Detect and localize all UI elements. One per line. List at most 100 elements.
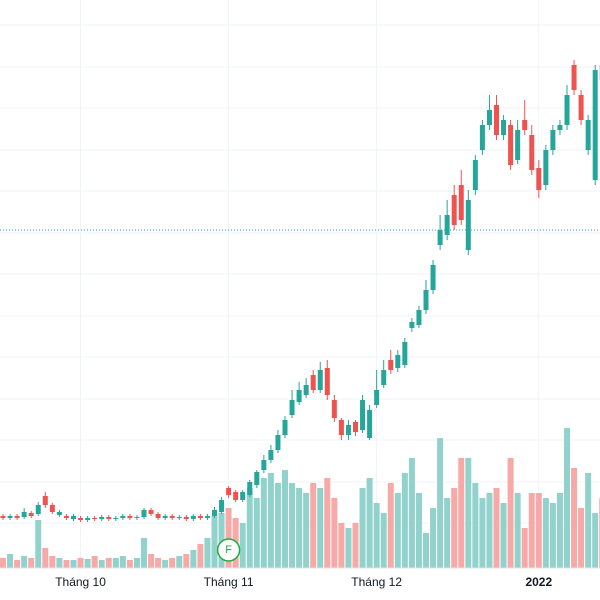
volume-bar: [169, 558, 176, 568]
volume-bar: [70, 560, 77, 568]
volume-bar: [190, 550, 197, 568]
candle-body: [14, 516, 20, 518]
candle-body: [592, 70, 598, 180]
candle-body: [374, 390, 380, 405]
candle-body: [472, 160, 478, 190]
candle-body: [416, 310, 422, 325]
volume-bar: [211, 516, 218, 568]
volume-bar: [260, 478, 267, 568]
candle-body: [353, 422, 358, 432]
candle-body: [28, 513, 34, 516]
candle-body: [550, 130, 556, 150]
volume-bar: [126, 560, 133, 568]
candle-body: [247, 482, 253, 495]
candle-body: [63, 516, 69, 518]
candle-body: [7, 516, 13, 518]
candle-body: [197, 516, 203, 518]
candle-body: [388, 360, 394, 370]
volume-bar: [394, 493, 401, 568]
volume-bar: [183, 554, 190, 568]
candle-body: [479, 125, 485, 150]
candle-body: [42, 496, 48, 505]
volume-bar: [148, 554, 155, 568]
volume-bar: [162, 560, 169, 568]
volume-bar: [105, 558, 112, 568]
volume-bar: [578, 508, 585, 568]
volume-bar: [14, 560, 21, 568]
volume-bar: [507, 458, 514, 568]
volume-bar: [204, 538, 211, 568]
volume-bar: [253, 498, 260, 568]
volume-bar: [317, 488, 324, 568]
candle-body: [451, 195, 457, 225]
candle-body: [78, 518, 84, 520]
candle-body: [571, 65, 577, 90]
candle-body: [324, 368, 330, 395]
candle-body: [21, 512, 27, 517]
volume-bar: [84, 559, 91, 568]
volume-bar: [225, 508, 232, 568]
candle-body: [338, 420, 344, 435]
candle-body: [226, 488, 232, 495]
candle-body: [162, 516, 168, 518]
candle-body: [134, 517, 140, 518]
candle-body: [360, 400, 366, 430]
candle-body: [99, 517, 105, 519]
x-tick-label: Tháng 11: [204, 575, 254, 589]
volume-bar: [528, 493, 535, 568]
volume-bar: [521, 528, 528, 568]
volume-bar: [366, 478, 373, 568]
volume-bar: [514, 493, 521, 568]
volume-bar: [239, 523, 246, 568]
candle-body: [501, 120, 507, 135]
volume-bar: [359, 488, 366, 568]
volume-bar: [451, 488, 458, 568]
volume-bar: [21, 556, 28, 568]
volume-bar: [119, 556, 126, 568]
volume-bar: [493, 488, 500, 568]
candle-body: [212, 510, 217, 516]
candle-body: [557, 125, 563, 130]
candle-body: [409, 322, 415, 328]
volume-bar: [444, 498, 451, 568]
candle-body: [190, 516, 196, 519]
candle-body: [402, 342, 408, 365]
candle-body: [494, 105, 499, 135]
event-marker: [216, 538, 241, 562]
volume-bar: [387, 483, 394, 568]
volume-bar: [564, 428, 570, 568]
x-tick-label: Tháng 12: [351, 575, 402, 589]
candle-body: [564, 95, 570, 125]
volume-bar: [437, 438, 444, 568]
volume-bar: [133, 558, 140, 568]
volume-bar: [155, 558, 162, 568]
volume-bar: [274, 483, 281, 568]
volume-bar: [472, 483, 479, 568]
candle-body: [430, 265, 436, 290]
candle-body: [522, 120, 528, 130]
candle-body: [444, 215, 450, 235]
volume-bar: [324, 478, 331, 568]
volume-bar: [331, 498, 338, 568]
x-tick-label: 2022: [525, 575, 552, 589]
volume-bar: [310, 483, 317, 568]
candle-body: [296, 390, 302, 402]
volume-bar: [542, 498, 549, 568]
candle-body: [120, 516, 126, 518]
candle-body: [183, 517, 189, 519]
candle-body: [536, 168, 542, 190]
candle-body: [127, 516, 133, 518]
candle-body: [465, 200, 471, 250]
volume-bar: [98, 560, 105, 568]
candle-body: [71, 516, 76, 519]
candle-body: [113, 518, 119, 519]
volume-bar: [373, 503, 380, 568]
volume-bar: [28, 558, 35, 568]
candle-body: [381, 370, 387, 385]
candle-body: [437, 230, 443, 245]
volume-bar: [42, 548, 49, 568]
candle-body: [268, 450, 274, 460]
candle-body: [155, 514, 161, 518]
volume-bar: [91, 556, 98, 568]
